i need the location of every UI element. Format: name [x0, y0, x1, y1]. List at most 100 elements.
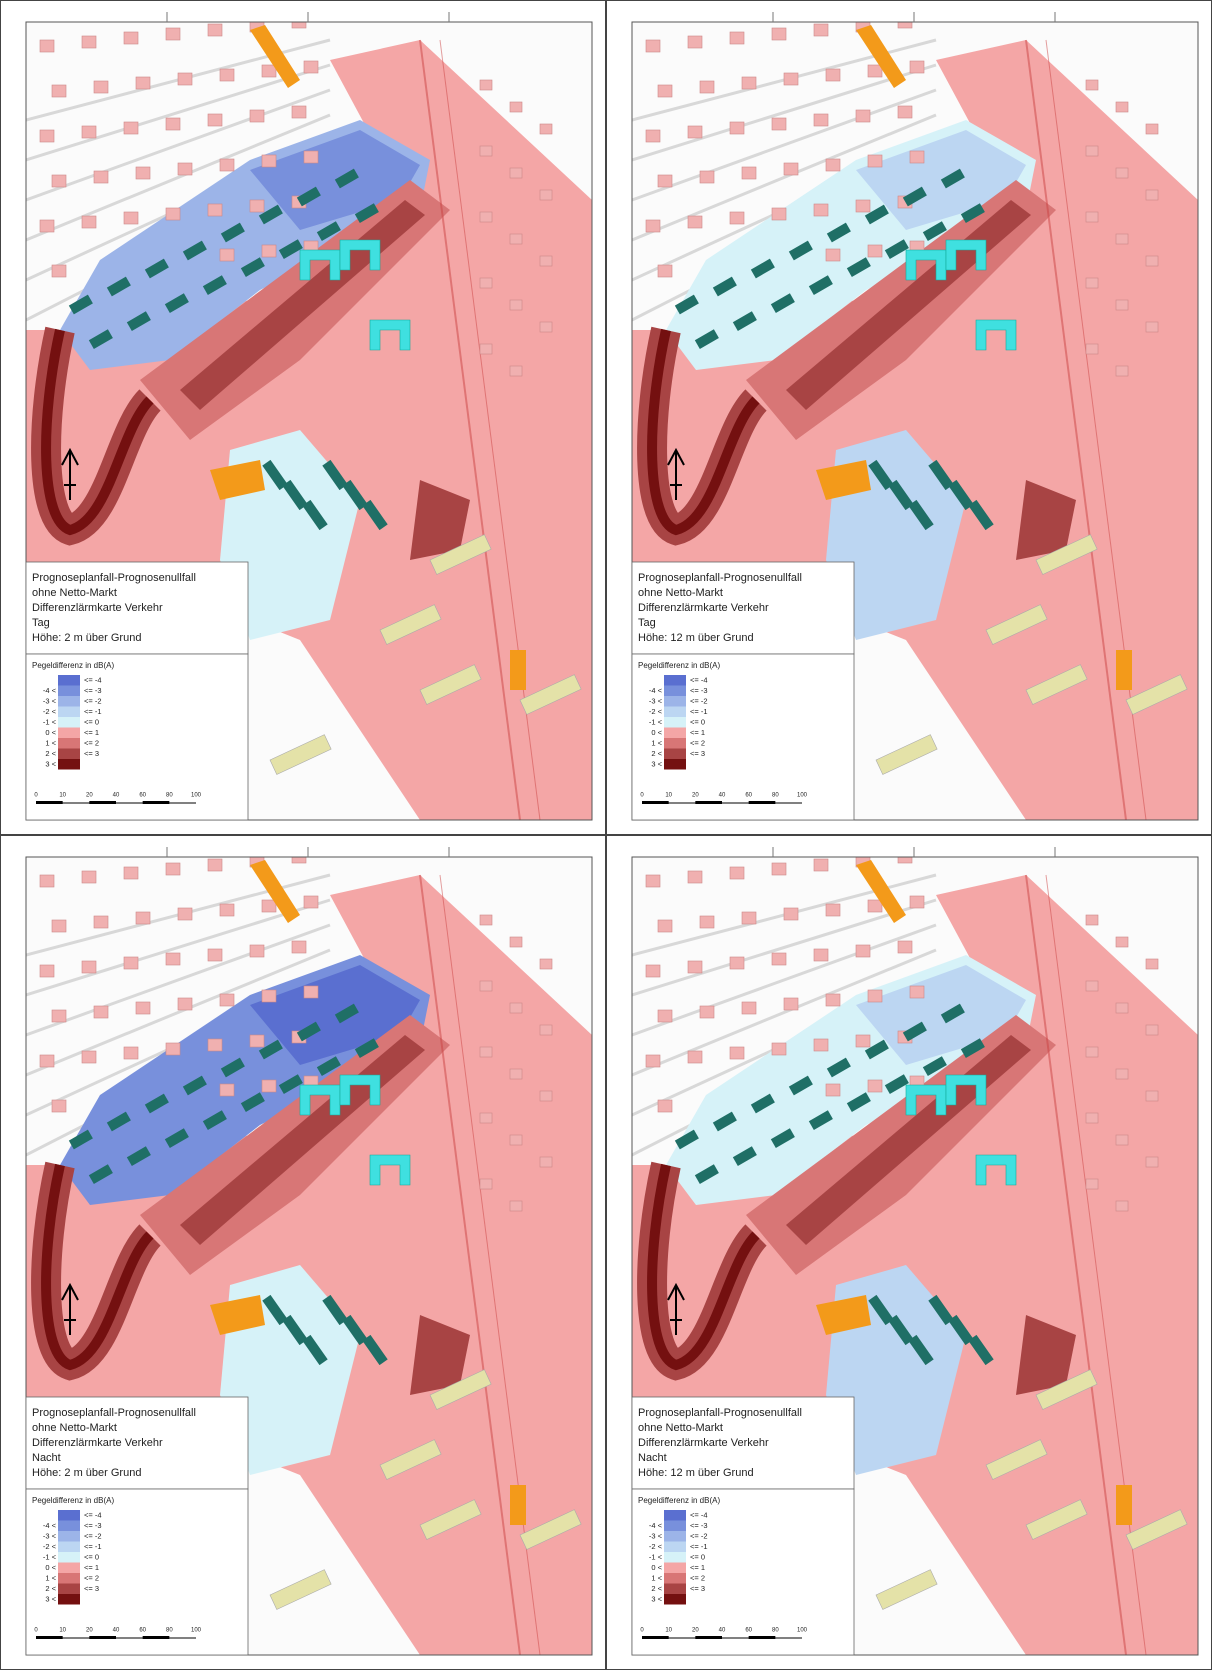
- building: [1116, 102, 1128, 112]
- scale-label: 60: [745, 1628, 752, 1634]
- building: [94, 1006, 108, 1018]
- building: [304, 896, 318, 908]
- legend-lower: 0 <: [45, 1563, 56, 1572]
- building: [166, 863, 180, 875]
- building: [826, 159, 840, 171]
- building: [1116, 1485, 1132, 1525]
- scale-label: 10: [59, 793, 66, 799]
- legend-swatch: [58, 675, 80, 686]
- building: [772, 1043, 786, 1055]
- scale-label: 20: [86, 1628, 93, 1634]
- building: [480, 1047, 492, 1057]
- building: [1116, 1135, 1128, 1145]
- caption-line: Prognoseplanfall-Prognosenullfall: [32, 572, 196, 584]
- legend-upper: <= 1: [690, 728, 705, 737]
- building: [208, 949, 222, 961]
- legend-swatch: [58, 749, 80, 760]
- building: [1086, 1179, 1098, 1189]
- scale-label: 20: [692, 793, 699, 799]
- scale-label: 20: [86, 793, 93, 799]
- legend-lower: -3 <: [649, 696, 663, 705]
- legend-swatch: [58, 1510, 80, 1521]
- building: [124, 957, 138, 969]
- building: [1116, 1201, 1128, 1211]
- building: [124, 867, 138, 879]
- legend-lower: 2 <: [651, 1584, 662, 1593]
- scale-segment: [36, 1636, 63, 1639]
- legend-swatch: [664, 1521, 686, 1532]
- building: [910, 151, 924, 163]
- building: [52, 265, 66, 277]
- scale-label: 100: [797, 793, 808, 799]
- building: [868, 155, 882, 167]
- legend-swatch: [58, 1521, 80, 1532]
- caption-line: Differenzlärmkarte Verkehr: [638, 602, 769, 614]
- legend-upper: <= 3: [690, 1584, 705, 1593]
- building: [814, 24, 828, 36]
- building: [868, 990, 882, 1002]
- building: [250, 945, 264, 957]
- legend-upper: <= -4: [84, 675, 102, 684]
- map-panel: Prognoseplanfall-Prognosenullfallohne Ne…: [607, 1, 1212, 835]
- legend-upper: <= 2: [84, 738, 99, 747]
- scale-label: 40: [719, 793, 726, 799]
- building: [1086, 146, 1098, 156]
- building: [814, 204, 828, 216]
- legend-lower: 0 <: [45, 728, 56, 737]
- legend-upper: <= 2: [690, 738, 705, 747]
- building: [730, 212, 744, 224]
- legend-swatch: [664, 686, 686, 697]
- building: [40, 875, 54, 887]
- building: [1146, 1157, 1158, 1167]
- caption-line: Differenzlärmkarte Verkehr: [638, 1437, 769, 1449]
- building: [208, 24, 222, 36]
- building: [510, 1201, 522, 1211]
- scale-segment: [143, 801, 170, 804]
- building: [510, 650, 526, 690]
- building: [510, 234, 522, 244]
- legend-upper: <= -4: [690, 675, 708, 684]
- building: [480, 915, 492, 925]
- building: [658, 1100, 672, 1112]
- building: [1086, 1047, 1098, 1057]
- building: [772, 118, 786, 130]
- scale-segment: [642, 1636, 669, 1639]
- building: [730, 867, 744, 879]
- building: [688, 36, 702, 48]
- caption-line: ohne Netto-Markt: [32, 1422, 117, 1434]
- building: [1116, 234, 1128, 244]
- building: [688, 1051, 702, 1063]
- legend-swatch: [58, 728, 80, 739]
- legend-upper: <= 2: [84, 1573, 99, 1582]
- building: [220, 1084, 234, 1096]
- legend-lower: 3 <: [651, 759, 662, 768]
- legend-lower: 0 <: [651, 1563, 662, 1572]
- legend-upper: <= -1: [690, 1542, 708, 1551]
- building: [94, 171, 108, 183]
- building: [52, 85, 66, 97]
- building: [166, 28, 180, 40]
- building: [480, 1113, 492, 1123]
- building: [1146, 124, 1158, 134]
- building: [1146, 1091, 1158, 1101]
- building: [688, 126, 702, 138]
- building: [220, 69, 234, 81]
- legend-swatch: [664, 707, 686, 718]
- building: [304, 151, 318, 163]
- caption-line: Prognoseplanfall-Prognosenullfall: [638, 1407, 802, 1419]
- building: [910, 896, 924, 908]
- building: [166, 953, 180, 965]
- building: [700, 916, 714, 928]
- legend-lower: 1 <: [45, 738, 56, 747]
- caption-line: Höhe: 12 m über Grund: [638, 1467, 754, 1479]
- building: [826, 1084, 840, 1096]
- building: [868, 900, 882, 912]
- legend-lower: -1 <: [43, 717, 57, 726]
- scale-label: 80: [772, 1628, 779, 1634]
- building: [1116, 650, 1132, 690]
- legend-swatch: [58, 1594, 80, 1605]
- legend-upper: <= 0: [690, 1552, 705, 1561]
- building: [480, 278, 492, 288]
- building: [82, 871, 96, 883]
- building: [658, 1010, 672, 1022]
